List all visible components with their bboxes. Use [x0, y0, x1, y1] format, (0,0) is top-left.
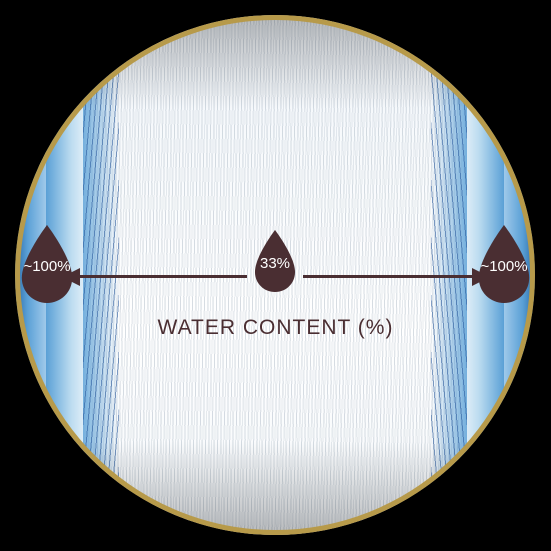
droplet-left-label: ~100% [23, 258, 70, 275]
droplet-center-label: 33% [260, 255, 290, 272]
droplet-right-label: ~100% [480, 258, 527, 275]
droplet-left: ~100% [17, 225, 77, 303]
arrow-line-left [80, 275, 247, 278]
droplet-right: ~100% [474, 225, 534, 303]
diagram-stage: { "canvas": { "width": 551, "height": 55… [0, 0, 551, 551]
arrow-line-right [303, 275, 472, 278]
droplet-center: 33% [251, 230, 299, 292]
caption-water-content: WATER CONTENT (%) [158, 316, 394, 340]
